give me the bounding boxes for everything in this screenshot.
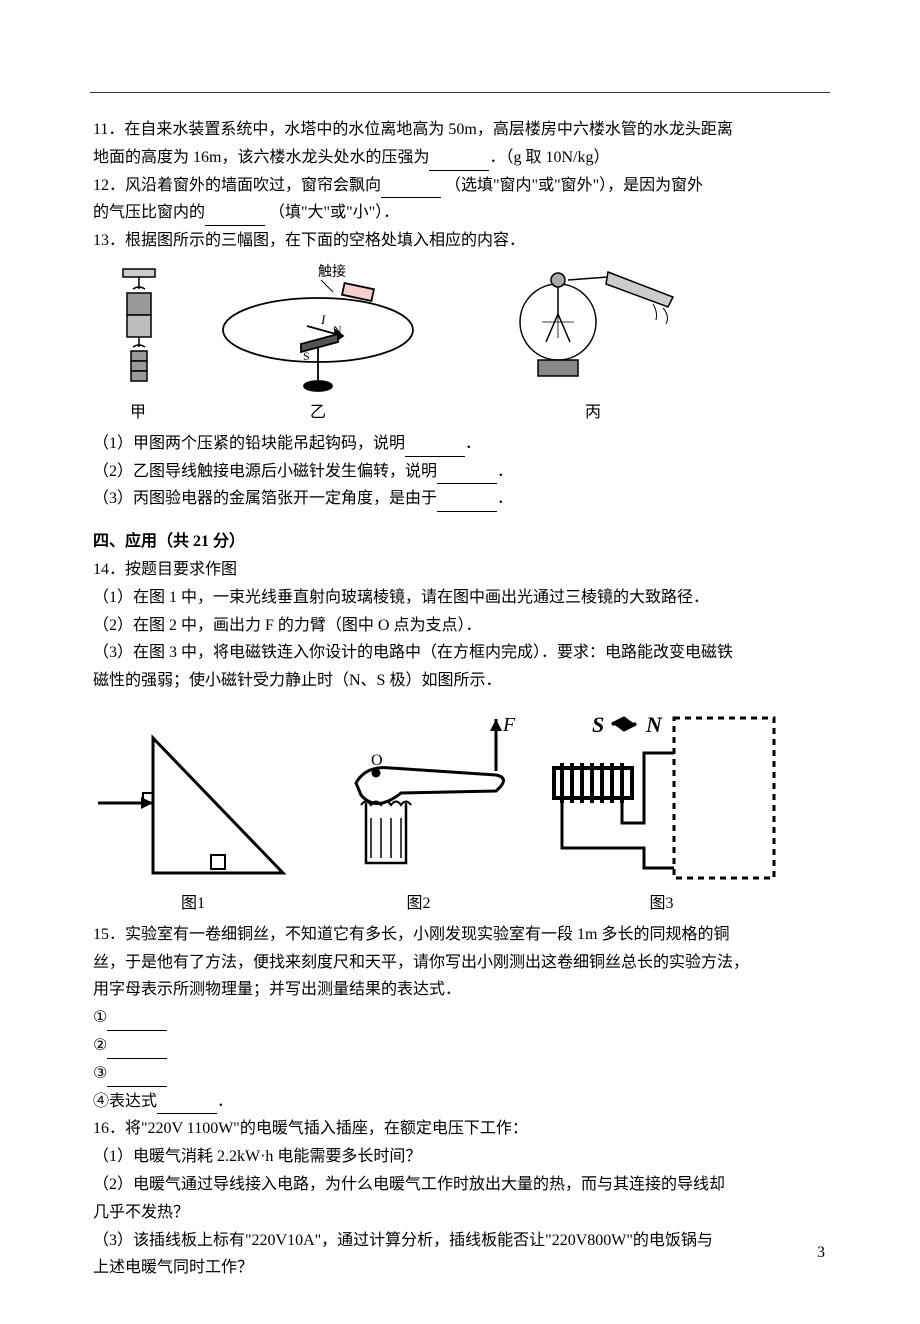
q14-p1: （1）在图 1 中，一束光线垂直射向玻璃棱镜，请在图中画出光通过三棱镜的大致路径… <box>93 586 827 611</box>
q15-n1: ① <box>93 1006 827 1031</box>
q14-p2: （2）在图 2 中，画出力 F 的力臂（图中 O 点为支点）． <box>93 614 827 639</box>
q11-blank <box>429 155 489 171</box>
q15-n2: ② <box>93 1034 827 1059</box>
q15-line3: 用字母表示所测物理量；并写出测量结果的表达式． <box>93 978 827 1003</box>
q16-p3a: （3）该插线板上标有"220V10A"，通过计算分析，插线板能否让"220V80… <box>93 1229 827 1254</box>
q16-stem: 16．将"220V 1100W"的电暖气插入插座，在额定电压下工作： <box>93 1117 827 1142</box>
q12-blank2 <box>205 210 265 226</box>
svg-text:I: I <box>320 312 326 327</box>
q15-n1-blank <box>107 1015 167 1031</box>
svg-text:N: N <box>645 712 663 737</box>
q14-stem: 14．按题目要求作图 <box>93 558 827 583</box>
q14-fig-c: S N <box>544 708 779 917</box>
q11-line1: 11．在自来水装置系统中，水塔中的水位离地高为 50m，高层楼房中六楼水管的水龙… <box>93 118 827 143</box>
q16-p2a: （2）电暖气通过导线接入电路，为什么电暖气工作时放出大量的热，而与其连接的导线却 <box>93 1173 827 1198</box>
electromagnet-icon: S N <box>544 708 779 888</box>
q15-n3-label: ③ <box>93 1065 107 1082</box>
q13-fig-c: 丙 <box>493 262 693 426</box>
q13-label-c: 丙 <box>585 401 601 426</box>
q12-line1: 12．风沿着窗外的墙面吹过，窗帘会飘向 （选填"窗内"或"窗外"），是因为窗外 <box>93 174 827 199</box>
q13-stem: 13．根据图所示的三幅图，在下面的空格处填入相应的内容． <box>93 229 827 254</box>
svg-text:F: F <box>502 714 516 736</box>
section4-header: 四、应用（共 21 分） <box>93 530 827 555</box>
q13-sub2-text: （2）乙图导线触接电源后小磁针发生偏转，说明 <box>93 463 437 480</box>
q15-n3-blank <box>107 1071 167 1087</box>
contact-label: 触接 <box>318 263 346 280</box>
q14-p3a: （3）在图 3 中，将电磁铁连入你设计的电路中（在方框内完成）．要求：电路能改变… <box>93 641 827 666</box>
q13-sub2-blank <box>437 468 497 484</box>
q13-fig-a: 甲 <box>93 267 183 426</box>
q13-figures: 甲 触接 I S N 乙 <box>93 262 827 426</box>
q13-label-a: 甲 <box>130 401 146 426</box>
q13-sub1-dot: ． <box>465 435 481 452</box>
q13-sub3-dot: ． <box>497 490 513 507</box>
q13-sub1-blank <box>405 441 465 457</box>
q14-label-b: 图2 <box>406 892 430 917</box>
q12-text-d: （填"大"或"小"）． <box>269 204 399 221</box>
svg-text:O: O <box>371 752 383 769</box>
q11-text-c: ．（g 取 10N/kg） <box>489 149 609 166</box>
q13-sub3-text: （3）丙图验电器的金属箔张开一定角度，是由于 <box>93 490 437 507</box>
q11-text-b: 地面的高度为 16m，该六楼水龙头处水的压强为 <box>93 149 429 166</box>
q16-p3b: 上述电暖气同时工作？ <box>93 1256 827 1281</box>
electroscope-icon <box>508 262 678 397</box>
q13-sub3: （3）丙图验电器的金属箔张开一定角度，是由于 ． <box>93 487 827 512</box>
q15-n4-label: ④表达式 <box>93 1093 157 1110</box>
q14-figures: 图1 F O 图2 <box>93 708 827 917</box>
q15-n3: ③ <box>93 1062 827 1087</box>
q15-n1-label: ① <box>93 1009 107 1026</box>
svg-text:S: S <box>303 349 310 363</box>
compass-wire-icon: 触接 I S N <box>203 262 433 397</box>
page-number: 3 <box>817 1244 825 1262</box>
svg-text:S: S <box>592 712 604 737</box>
q12-text-c: 的气压比窗内的 <box>93 204 205 221</box>
page-content: 11．在自来水装置系统中，水塔中的水位离地高为 50m，高层楼房中六楼水管的水龙… <box>0 0 920 1324</box>
prism-icon <box>93 718 293 888</box>
lead-blocks-icon <box>103 267 173 397</box>
q15-line1: 15．实验室有一卷细铜丝，不知道它有多长，小刚发现实验室有一段 1m 多长的同规… <box>93 923 827 948</box>
q14-fig-a: 图1 <box>93 718 293 917</box>
q14-label-a: 图1 <box>181 892 205 917</box>
q15-n4-blank <box>157 1098 217 1114</box>
q15-n4: ④表达式 ． <box>93 1090 827 1115</box>
svg-text:N: N <box>333 323 342 337</box>
q13-sub1-text: （1）甲图两个压紧的铅块能吊起钩码，说明 <box>93 435 405 452</box>
q15-n2-label: ② <box>93 1037 107 1054</box>
q13-fig-b: 触接 I S N 乙 <box>183 262 453 426</box>
q16-p2b: 几乎不发热？ <box>93 1201 827 1226</box>
q12-text-b: （选填"窗内"或"窗外"），是因为窗外 <box>445 177 703 194</box>
q13-sub2: （2）乙图导线触接电源后小磁针发生偏转，说明 ． <box>93 460 827 485</box>
q13-sub3-blank <box>437 496 497 512</box>
q15-n2-blank <box>107 1043 167 1059</box>
q14-label-c: 图3 <box>649 892 673 917</box>
q12-text-a: 12．风沿着窗外的墙面吹过，窗帘会飘向 <box>93 177 381 194</box>
q13-label-b: 乙 <box>310 401 326 426</box>
q14-p3b: 磁性的强弱；使小磁针受力静止时（N、S 极）如图所示． <box>93 669 827 694</box>
q11-line2: 地面的高度为 16m，该六楼水龙头处水的压强为 ．（g 取 10N/kg） <box>93 146 827 171</box>
q15-n4-dot: ． <box>217 1093 233 1110</box>
q12-blank1 <box>381 182 441 198</box>
q14-fig-b: F O 图2 <box>311 713 526 917</box>
q15-line2: 丝，于是他有了方法，便找来刻度尺和天平，请你写出小刚测出这卷细铜丝总长的实验方法… <box>93 951 827 976</box>
q12-line2: 的气压比窗内的 （填"大"或"小"）． <box>93 201 827 226</box>
q13-sub1: （1）甲图两个压紧的铅块能吊起钩码，说明 ． <box>93 432 827 457</box>
header-rule <box>90 92 830 93</box>
q16-p1: （1）电暖气消耗 2.2kW·h 电能需要多长时间？ <box>93 1145 827 1170</box>
lever-icon: F O <box>311 713 526 888</box>
q13-sub2-dot: ． <box>497 463 513 480</box>
